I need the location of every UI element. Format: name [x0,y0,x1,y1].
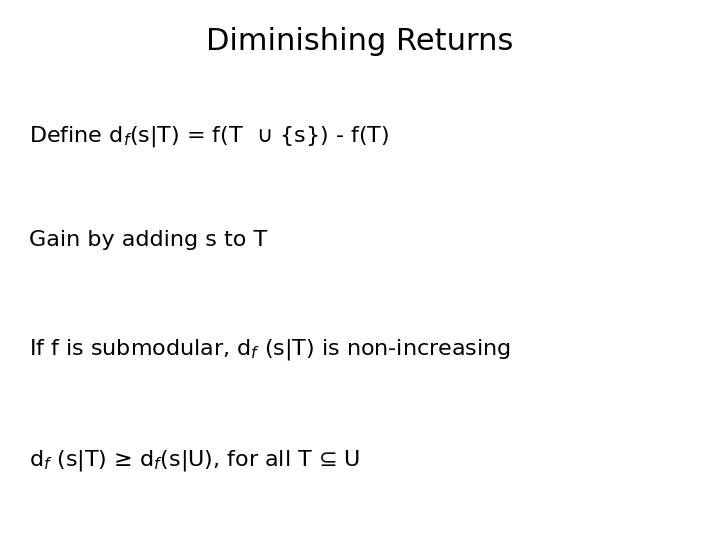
Text: If f is submodular, d$_f$ (s|T) is non-increasing: If f is submodular, d$_f$ (s|T) is non-i… [29,338,510,362]
Text: d$_f$ (s|T) ≥ d$_f$(s|U), for all T ⊆ U: d$_f$ (s|T) ≥ d$_f$(s|U), for all T ⊆ U [29,448,360,473]
Text: Gain by adding s to T: Gain by adding s to T [29,230,267,249]
Text: Diminishing Returns: Diminishing Returns [207,27,513,56]
Text: Define d$_f$(s|T) = f(T  ∪ {s}) - f(T): Define d$_f$(s|T) = f(T ∪ {s}) - f(T) [29,124,389,149]
